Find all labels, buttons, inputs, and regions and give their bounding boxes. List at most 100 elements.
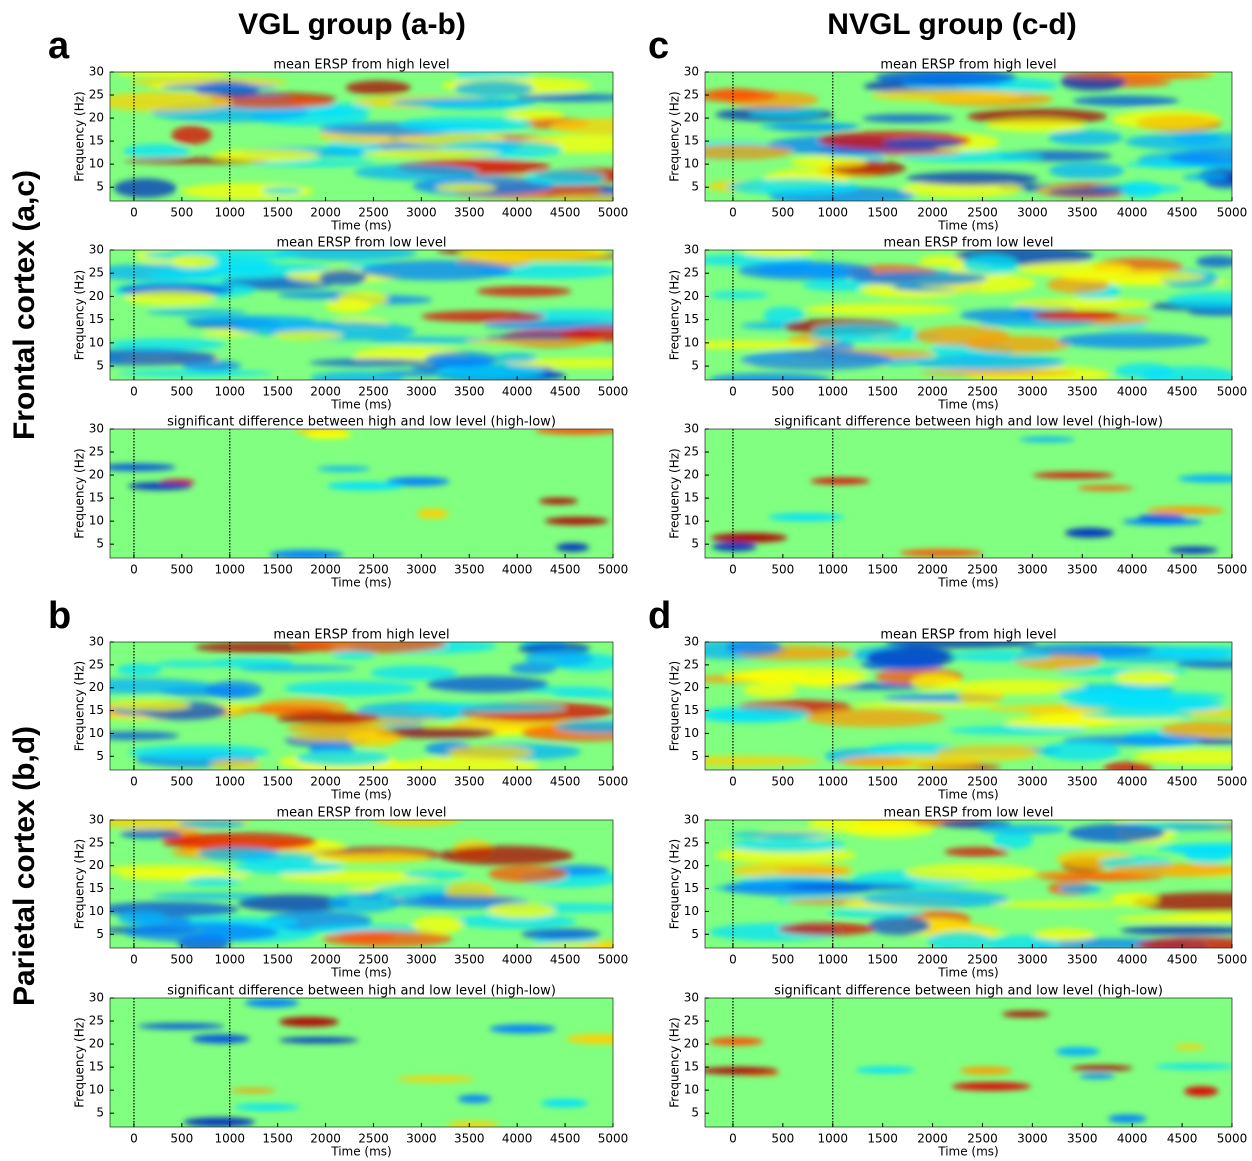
x-tick-label: 1500 — [262, 953, 293, 967]
x-tick-label: 2500 — [358, 1132, 389, 1146]
heatmap-blob — [457, 1094, 492, 1103]
heatmap-blob — [110, 463, 176, 471]
y-tick-label: 10 — [684, 904, 699, 918]
heatmap-blob — [453, 914, 577, 929]
y-tick-label: 30 — [89, 243, 104, 257]
y-tick-label: 5 — [96, 1106, 104, 1120]
heatmap-blob — [862, 113, 955, 123]
heatmap-background — [705, 998, 1232, 1127]
x-tick-label: 3500 — [1067, 1132, 1098, 1146]
x-tick-label: 2500 — [358, 206, 389, 220]
heatmap-blob — [421, 310, 546, 323]
plot-frame — [109, 428, 614, 559]
x-tick-label: 3500 — [454, 563, 485, 577]
x-tick-label: 1000 — [817, 1132, 848, 1146]
x-tick-label: 1000 — [214, 385, 245, 399]
heatmap-blob — [117, 911, 167, 926]
heatmap-blob — [155, 660, 224, 668]
x-tick-label: 5000 — [598, 775, 629, 789]
heatmap-blob — [1065, 700, 1221, 710]
y-tick-label: 5 — [96, 180, 104, 194]
heatmap-texture — [710, 436, 1232, 557]
y-tick-label: 10 — [684, 514, 699, 528]
heatmap-blob — [328, 892, 401, 913]
y-tick-label: 10 — [89, 514, 104, 528]
x-tick-label: 1000 — [817, 775, 848, 789]
heatmap-blob — [438, 845, 574, 866]
x-tick-label: 3500 — [454, 1132, 485, 1146]
heatmap-blob — [185, 876, 242, 887]
y-tick-label: 15 — [89, 881, 104, 895]
heatmap-blob — [273, 330, 343, 340]
heatmap-blob — [354, 164, 479, 181]
y-tick-label: 15 — [684, 881, 699, 895]
heatmap-blob — [1080, 711, 1194, 720]
heatmap-blob — [978, 319, 1098, 328]
plot-frame — [109, 997, 614, 1128]
heatmap-blob — [882, 137, 963, 149]
panel-letter: c — [648, 25, 669, 67]
x-tick-label: 1000 — [817, 953, 848, 967]
x-tick-label: 2000 — [917, 563, 948, 577]
panel-letter: b — [48, 595, 71, 637]
heatmap-blob — [238, 894, 350, 912]
x-tick-label: 1000 — [214, 775, 245, 789]
heatmap-texture — [110, 429, 613, 558]
heatmap-blob — [1001, 1011, 1050, 1018]
heatmap-blob — [191, 1034, 250, 1044]
heatmap-blobs — [705, 250, 1232, 380]
heatmap-blob — [177, 820, 246, 829]
heatmap-blob — [1110, 892, 1159, 907]
heatmap-blob — [446, 1121, 500, 1127]
x-tick-label: 500 — [771, 775, 794, 789]
heatmap-blob — [426, 676, 549, 693]
heatmap-blob — [741, 350, 893, 371]
x-tick-label: 4500 — [1167, 1132, 1198, 1146]
heatmap-blob — [110, 699, 192, 711]
heatmap-blob — [429, 357, 492, 368]
heatmap-texture — [110, 820, 613, 948]
heatmap-blob — [914, 326, 1010, 346]
heatmap-blob — [197, 846, 280, 861]
heatmap-blob — [524, 649, 594, 667]
heatmap-blob — [906, 171, 1039, 186]
heatmap-blob — [551, 691, 613, 699]
x-tick-label: 3000 — [406, 775, 437, 789]
x-tick-label: 4000 — [1117, 385, 1148, 399]
heatmap-blob — [316, 466, 371, 472]
plot-title: mean ERSP from high level — [880, 58, 1056, 73]
y-tick-label: 20 — [684, 468, 699, 482]
y-tick-label: 15 — [684, 491, 699, 505]
heatmap-blobs — [110, 429, 613, 558]
heatmap-texture — [705, 642, 1232, 770]
heatmap-blob — [959, 1066, 1013, 1075]
heatmap-background — [110, 429, 613, 558]
x-tick-label: 2500 — [967, 206, 998, 220]
plot-frame — [704, 249, 1233, 381]
heatmap-blob — [487, 902, 556, 919]
heatmap-blob — [778, 922, 876, 936]
heatmap-blob — [1133, 748, 1232, 765]
y-tick-label: 5 — [96, 537, 104, 551]
y-tick-label: 5 — [691, 1106, 699, 1120]
heatmap-blob — [477, 263, 613, 279]
plot-frame — [704, 71, 1233, 202]
x-axis-label: Time (ms) — [330, 576, 392, 590]
heatmap-blob — [1125, 132, 1232, 151]
x-axis-label: Time (ms) — [937, 576, 999, 590]
plot-title: significant difference between high and … — [167, 415, 556, 430]
x-tick-label: 3500 — [1067, 953, 1098, 967]
heatmap-blob — [239, 664, 357, 673]
y-tick-label: 10 — [684, 726, 699, 740]
heatmap-blob — [540, 1098, 589, 1108]
x-tick-label: 3000 — [406, 206, 437, 220]
x-tick-label: 4000 — [502, 953, 533, 967]
y-tick-label: 30 — [89, 422, 104, 436]
x-tick-label: 3000 — [1017, 206, 1048, 220]
plot-title: mean ERSP from high level — [880, 628, 1056, 643]
heatmap-blob — [386, 476, 450, 487]
y-tick-label: 20 — [89, 680, 104, 694]
heatmap-blob — [1195, 255, 1232, 268]
x-tick-label: 4500 — [1167, 206, 1198, 220]
x-tick-label: 4000 — [502, 1132, 533, 1146]
